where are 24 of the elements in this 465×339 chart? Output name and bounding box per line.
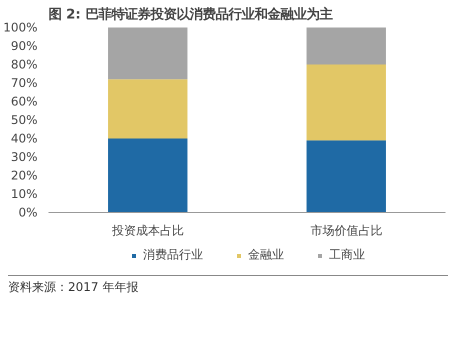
- bar: [306, 64, 386, 140]
- text: 资料来源：2017 年年报: [8, 279, 138, 296]
- bar: [306, 28, 386, 64]
- y-tick-label: 90%: [10, 39, 38, 53]
- legend-label: 消费品行业: [143, 246, 203, 264]
- y-tick-label: 0%: [18, 206, 38, 220]
- bar: [108, 28, 188, 80]
- y-tick-label: 60%: [10, 94, 38, 108]
- chart-title: 图 2: 巴菲特证券投资以消费品行业和金融业为主: [48, 6, 332, 22]
- legend-label: 金融业: [248, 246, 284, 264]
- y-tick-label: 70%: [10, 76, 38, 90]
- x-tick-label: 投资成本占比: [110, 224, 184, 238]
- bar: [108, 138, 188, 212]
- bar: [108, 79, 188, 138]
- y-tick-label: 80%: [10, 58, 38, 72]
- y-tick-label: 50%: [10, 113, 38, 127]
- y-tick-label: 30%: [10, 150, 38, 164]
- y-tick-label: 40%: [10, 132, 38, 146]
- y-tick-label: 100%: [3, 20, 38, 34]
- x-tick-label: 市场价值占比: [310, 224, 382, 238]
- bar: [306, 140, 386, 212]
- legend-label: 工商业: [329, 246, 365, 264]
- y-tick-label: 10%: [10, 187, 38, 201]
- y-tick-label: 20%: [10, 168, 38, 182]
